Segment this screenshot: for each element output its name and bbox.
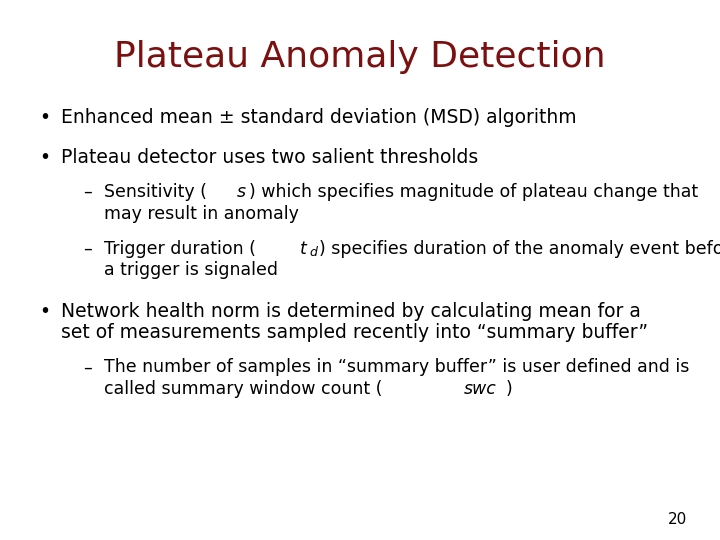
Text: –: – [83,359,91,376]
Text: Trigger duration (: Trigger duration ( [104,240,256,258]
Text: •: • [40,148,50,167]
Text: Plateau detector uses two salient thresholds: Plateau detector uses two salient thresh… [61,148,479,167]
Text: –: – [83,183,91,201]
Text: ) specifies duration of the anomaly event before: ) specifies duration of the anomaly even… [320,240,720,258]
Text: t: t [300,240,307,258]
Text: ): ) [506,380,513,398]
Text: swc: swc [464,380,496,398]
Text: a trigger is signaled: a trigger is signaled [104,261,279,279]
Text: 20: 20 [668,511,688,526]
Text: Sensitivity (: Sensitivity ( [104,183,207,201]
Text: ) which specifies magnitude of plateau change that: ) which specifies magnitude of plateau c… [248,183,698,201]
Text: may result in anomaly: may result in anomaly [104,205,300,222]
Text: –: – [83,240,91,258]
Text: •: • [40,108,50,127]
Text: s: s [237,183,246,201]
Text: Plateau Anomaly Detection: Plateau Anomaly Detection [114,40,606,75]
Text: d: d [309,246,317,259]
Text: The number of samples in “summary buffer” is user defined and is: The number of samples in “summary buffer… [104,359,690,376]
Text: called summary window count (: called summary window count ( [104,380,383,398]
Text: •: • [40,302,50,321]
Text: Enhanced mean ± standard deviation (MSD) algorithm: Enhanced mean ± standard deviation (MSD)… [61,108,577,127]
Text: set of measurements sampled recently into “summary buffer”: set of measurements sampled recently int… [61,323,648,342]
Text: Network health norm is determined by calculating mean for a: Network health norm is determined by cal… [61,302,641,321]
